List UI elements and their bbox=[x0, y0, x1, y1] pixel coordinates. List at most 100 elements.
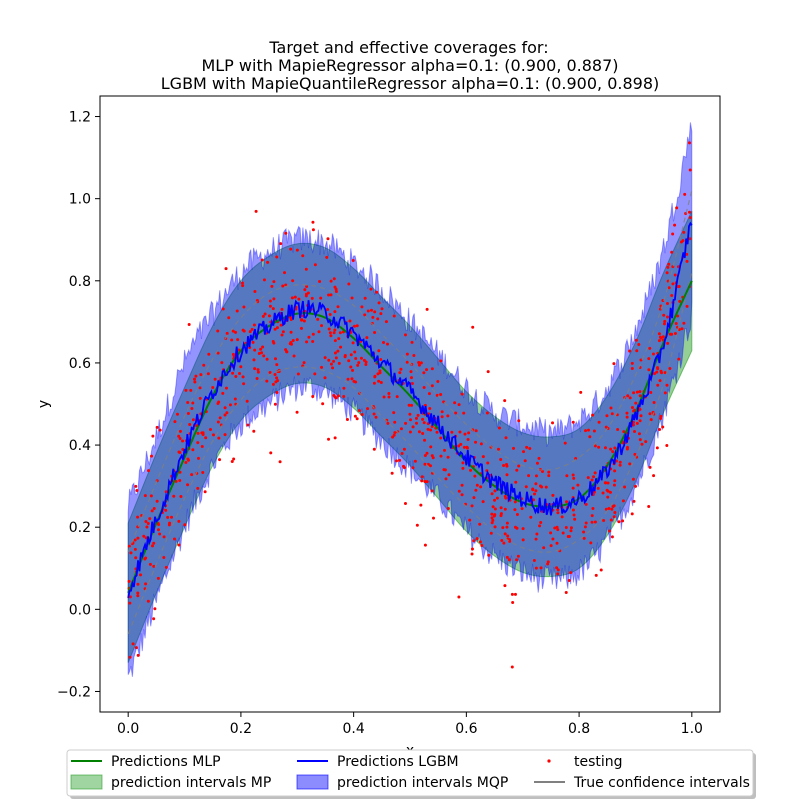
testing-point bbox=[398, 458, 402, 462]
testing-point bbox=[268, 304, 272, 308]
testing-point bbox=[505, 464, 509, 468]
testing-point bbox=[564, 590, 568, 594]
testing-point bbox=[136, 591, 140, 595]
testing-point bbox=[594, 573, 598, 577]
testing-point bbox=[347, 282, 351, 286]
title-line-2: MLP with MapieRegressor alpha=0.1: (0.90… bbox=[201, 56, 618, 75]
testing-point bbox=[638, 407, 642, 411]
testing-point bbox=[426, 427, 430, 431]
testing-point bbox=[333, 339, 337, 343]
testing-point bbox=[392, 411, 396, 415]
testing-point bbox=[327, 327, 331, 331]
testing-point bbox=[592, 490, 596, 494]
testing-point bbox=[662, 322, 666, 326]
testing-point bbox=[648, 465, 652, 469]
testing-point bbox=[370, 308, 374, 312]
testing-point bbox=[634, 338, 638, 342]
testing-point bbox=[346, 377, 350, 381]
testing-point bbox=[262, 354, 266, 358]
testing-point bbox=[201, 471, 205, 475]
testing-point bbox=[250, 327, 254, 331]
testing-point bbox=[331, 366, 335, 370]
testing-point bbox=[493, 498, 497, 502]
testing-point bbox=[475, 537, 479, 541]
testing-point bbox=[232, 457, 236, 461]
testing-point bbox=[499, 514, 503, 518]
testing-point bbox=[606, 481, 610, 485]
testing-point bbox=[673, 331, 677, 335]
testing-point bbox=[440, 410, 444, 414]
testing-point bbox=[329, 279, 333, 283]
testing-point bbox=[556, 568, 560, 572]
testing-point bbox=[430, 384, 434, 388]
testing-point bbox=[607, 506, 611, 510]
testing-point bbox=[200, 431, 204, 435]
testing-point bbox=[625, 411, 629, 415]
testing-point bbox=[608, 490, 612, 494]
testing-point bbox=[196, 486, 200, 490]
testing-point bbox=[630, 361, 634, 365]
testing-point bbox=[271, 340, 275, 343]
testing-point bbox=[417, 363, 421, 367]
testing-point bbox=[144, 582, 148, 586]
testing-point bbox=[490, 521, 494, 525]
testing-point bbox=[311, 220, 315, 224]
testing-point bbox=[569, 526, 573, 530]
testing-point bbox=[493, 507, 497, 511]
testing-point bbox=[357, 409, 361, 413]
testing-point bbox=[405, 352, 409, 356]
testing-point bbox=[338, 331, 342, 335]
testing-point bbox=[133, 547, 137, 551]
testing-point bbox=[604, 425, 608, 429]
testing-point bbox=[129, 551, 133, 555]
testing-point bbox=[590, 478, 594, 482]
testing-point bbox=[426, 412, 430, 416]
testing-point bbox=[136, 515, 140, 519]
testing-point bbox=[379, 357, 383, 361]
testing-point bbox=[656, 366, 660, 370]
testing-point bbox=[688, 216, 692, 220]
testing-point bbox=[524, 485, 528, 489]
testing-point bbox=[605, 414, 609, 418]
testing-point bbox=[556, 528, 560, 532]
testing-point bbox=[408, 430, 412, 434]
testing-point bbox=[584, 502, 588, 506]
testing-point bbox=[414, 416, 418, 420]
testing-point bbox=[348, 319, 352, 323]
testing-point bbox=[572, 513, 576, 517]
testing-point bbox=[593, 444, 597, 448]
testing-point bbox=[490, 492, 494, 496]
testing-point bbox=[618, 463, 622, 467]
testing-point bbox=[311, 228, 315, 232]
testing-point bbox=[534, 537, 538, 541]
testing-point bbox=[674, 322, 678, 326]
testing-point bbox=[493, 489, 497, 493]
testing-point bbox=[547, 470, 551, 474]
testing-point bbox=[462, 445, 466, 449]
testing-point bbox=[164, 565, 168, 569]
testing-point bbox=[198, 386, 202, 390]
testing-point bbox=[295, 338, 299, 342]
testing-point bbox=[500, 538, 504, 542]
testing-point bbox=[272, 280, 276, 284]
testing-point bbox=[302, 361, 306, 365]
testing-point bbox=[637, 432, 641, 436]
testing-point bbox=[517, 419, 521, 423]
testing-point bbox=[527, 474, 531, 478]
testing-point bbox=[152, 617, 156, 621]
testing-point bbox=[487, 553, 491, 557]
testing-point bbox=[387, 395, 391, 399]
testing-point bbox=[446, 507, 450, 511]
testing-point bbox=[503, 507, 507, 511]
testing-point bbox=[532, 498, 536, 502]
testing-point bbox=[485, 411, 489, 415]
testing-point bbox=[676, 314, 680, 318]
testing-point bbox=[489, 531, 493, 535]
testing-point bbox=[252, 429, 256, 433]
testing-point bbox=[532, 559, 536, 563]
testing-point bbox=[382, 340, 386, 344]
testing-point bbox=[630, 405, 634, 409]
testing-point bbox=[613, 511, 617, 515]
testing-point bbox=[213, 377, 217, 381]
